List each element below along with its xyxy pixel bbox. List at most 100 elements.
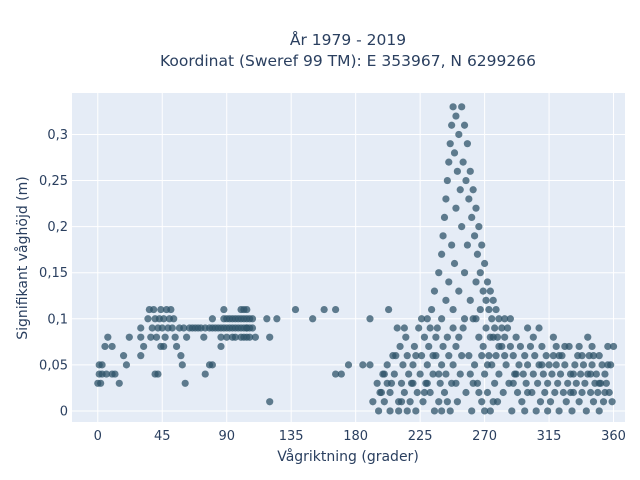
data-point	[575, 398, 583, 406]
data-point	[217, 342, 225, 351]
data-point	[508, 407, 516, 415]
data-point	[448, 121, 456, 129]
data-point	[513, 388, 522, 397]
data-point	[501, 315, 509, 323]
data-point	[442, 195, 450, 203]
x-tick-label: 180	[343, 429, 368, 444]
data-point	[529, 333, 537, 341]
data-point	[468, 407, 476, 415]
data-point	[160, 342, 168, 351]
data-point	[489, 296, 497, 304]
data-point	[509, 379, 517, 387]
data-point	[483, 388, 492, 397]
data-point	[523, 324, 532, 332]
data-point	[459, 324, 467, 332]
data-point	[479, 342, 487, 351]
data-point	[503, 324, 512, 332]
data-point	[578, 352, 586, 360]
data-point	[171, 333, 179, 341]
data-point	[589, 398, 598, 406]
data-point	[531, 352, 539, 360]
data-point	[472, 315, 480, 323]
data-point	[400, 388, 408, 397]
data-point	[459, 158, 467, 166]
data-point	[152, 333, 161, 341]
y-axis-ticks: 0 0,05 0,1 0,15 0,2 0,25 0,3	[39, 128, 68, 419]
data-point	[180, 324, 188, 332]
data-point	[332, 370, 340, 378]
data-point	[512, 333, 520, 341]
data-point	[526, 342, 535, 351]
x-tick-label: 90	[218, 429, 235, 444]
data-point	[466, 296, 474, 304]
data-point	[208, 315, 216, 323]
data-point	[446, 407, 454, 415]
data-point	[158, 324, 166, 332]
data-point	[140, 342, 148, 351]
data-point	[399, 361, 407, 369]
data-point	[534, 379, 542, 387]
data-point	[403, 407, 411, 415]
data-point	[582, 407, 590, 415]
data-point	[498, 324, 506, 332]
data-point	[532, 407, 540, 415]
data-point	[449, 103, 457, 111]
data-point	[493, 333, 502, 341]
data-point	[427, 305, 436, 314]
data-point	[170, 315, 178, 323]
data-point	[102, 370, 110, 378]
data-point	[220, 305, 228, 314]
data-point	[571, 361, 579, 369]
data-point	[587, 388, 595, 397]
data-point	[181, 379, 189, 387]
data-point	[366, 315, 374, 323]
data-point	[430, 407, 439, 415]
data-point	[137, 324, 145, 332]
data-point	[544, 379, 552, 387]
data-point	[541, 388, 549, 397]
data-point	[554, 379, 562, 387]
data-point	[439, 232, 447, 240]
data-point	[598, 361, 606, 369]
data-point	[366, 361, 374, 369]
data-point	[506, 342, 514, 351]
data-point	[157, 305, 165, 314]
data-point	[426, 388, 434, 397]
data-point	[456, 186, 464, 194]
data-point	[469, 186, 477, 194]
y-tick-label: 0,05	[39, 358, 68, 373]
data-point	[243, 324, 251, 332]
data-point	[443, 333, 451, 341]
data-point	[410, 342, 419, 351]
data-point	[488, 315, 496, 323]
data-point	[482, 296, 490, 304]
data-point	[442, 296, 450, 304]
data-point	[478, 241, 486, 249]
data-point	[449, 305, 457, 314]
data-point	[160, 315, 168, 323]
data-point	[495, 315, 503, 323]
data-point	[177, 352, 185, 360]
data-point	[536, 398, 545, 406]
data-point	[468, 213, 476, 222]
data-point	[438, 250, 446, 258]
data-point	[383, 361, 391, 369]
data-point	[501, 333, 509, 341]
data-point	[515, 361, 523, 369]
data-point	[481, 259, 489, 268]
data-point	[492, 352, 500, 360]
data-point	[588, 342, 596, 351]
data-point	[231, 333, 239, 341]
data-point	[435, 269, 443, 277]
data-point	[539, 370, 547, 378]
x-axis-title: Vågriktning (grader)	[277, 448, 419, 465]
data-point	[579, 361, 588, 369]
data-point	[403, 352, 411, 360]
data-point	[453, 167, 461, 175]
data-point	[455, 333, 463, 341]
y-tick-label: 0,25	[39, 174, 68, 189]
data-point	[552, 361, 560, 369]
data-point	[555, 407, 563, 415]
data-point	[576, 370, 585, 378]
data-point	[546, 398, 555, 406]
